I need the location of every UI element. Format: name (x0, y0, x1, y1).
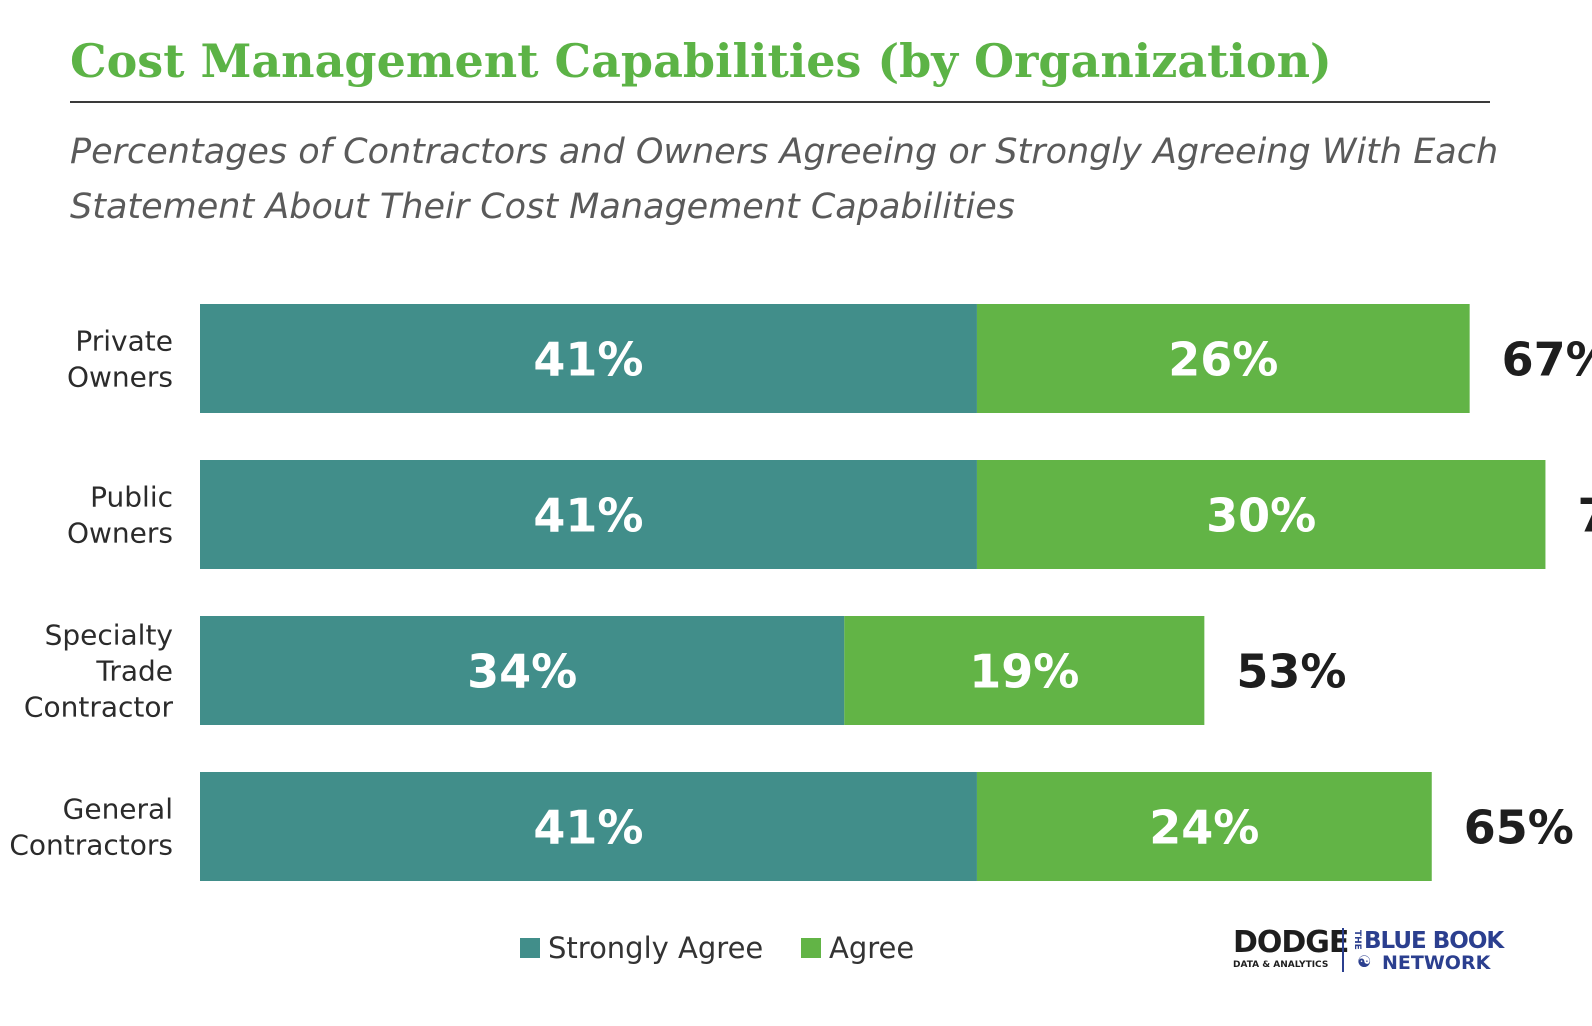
title-divider (70, 101, 1490, 103)
bar-segment-strongly-agree (200, 304, 977, 413)
dodge-logo: DODGE DATA & ANALYTICS (1233, 925, 1349, 976)
category-label-line: Public (90, 481, 173, 514)
total-label: 53% (1236, 645, 1346, 699)
category-label-line: General (63, 793, 173, 826)
category-label-line: Trade (95, 655, 173, 688)
data-label-strongly-agree: 41% (533, 489, 643, 543)
category-label-line: Private (75, 325, 173, 358)
data-label-agree: 19% (969, 645, 1079, 699)
category-label-line: Specialty (45, 619, 173, 652)
data-label-strongly-agree: 41% (533, 333, 643, 387)
bar-segment-agree (976, 460, 1546, 569)
bar-segment-strongly-agree (200, 772, 977, 881)
handshake-icon: ☯ (1357, 954, 1372, 971)
legend-swatch-agree (801, 938, 821, 958)
chart-title: Cost Management Capabilities (by Organiz… (70, 34, 1332, 88)
subtitle-line-1: Percentages of Contractors and Owners Ag… (70, 132, 1499, 172)
category-label: Specialty Trade Contractor (24, 619, 174, 724)
total-label: 71% (1577, 489, 1592, 543)
blue-book-logo-line1: BLUE BOOK (1364, 928, 1504, 954)
category-label: General Contractors (9, 793, 173, 862)
category-label-line: Contractor (24, 691, 174, 724)
data-label-strongly-agree: 34% (467, 645, 577, 699)
legend-label-strongly-agree: Strongly Agree (548, 931, 764, 965)
blue-book-logo-the: THE (1352, 930, 1362, 950)
data-label-strongly-agree: 41% (533, 801, 643, 855)
legend-item-agree: Agree (801, 926, 914, 970)
bar-segment-agree (976, 772, 1432, 881)
bar-segment-strongly-agree (200, 616, 845, 725)
data-label-agree: 26% (1168, 333, 1278, 387)
data-label-agree: 24% (1149, 801, 1259, 855)
chart-subtitle: Percentages of Contractors and Owners Ag… (70, 125, 1510, 235)
total-label: 67% (1502, 333, 1592, 387)
category-label: Public Owners (67, 481, 173, 550)
bar-segment-agree (976, 304, 1470, 413)
subtitle-line-2: Statement About Their Cost Management Ca… (70, 187, 1016, 227)
category-label-line: Owners (67, 517, 173, 550)
blue-book-logo-line2: NETWORK (1382, 952, 1491, 974)
legend-item-strongly-agree: Strongly Agree (520, 926, 763, 970)
legend-label-agree: Agree (829, 931, 915, 965)
logo-divider (1342, 928, 1344, 972)
dodge-logo-name: DODGE (1233, 925, 1349, 960)
blue-book-network-logo: THE BLUE BOOK ☯ NETWORK (1352, 928, 1522, 976)
total-label: 65% (1464, 801, 1574, 855)
dodge-logo-tagline: DATA & ANALYTICS (1233, 960, 1329, 970)
category-label-line: Contractors (9, 829, 173, 862)
category-label-line: Owners (67, 361, 173, 394)
bar-segment-strongly-agree (200, 460, 977, 569)
category-label: Private Owners (67, 325, 173, 394)
bar-segment-agree (844, 616, 1205, 725)
legend-swatch-strongly-agree (520, 938, 540, 958)
data-label-agree: 30% (1206, 489, 1316, 543)
